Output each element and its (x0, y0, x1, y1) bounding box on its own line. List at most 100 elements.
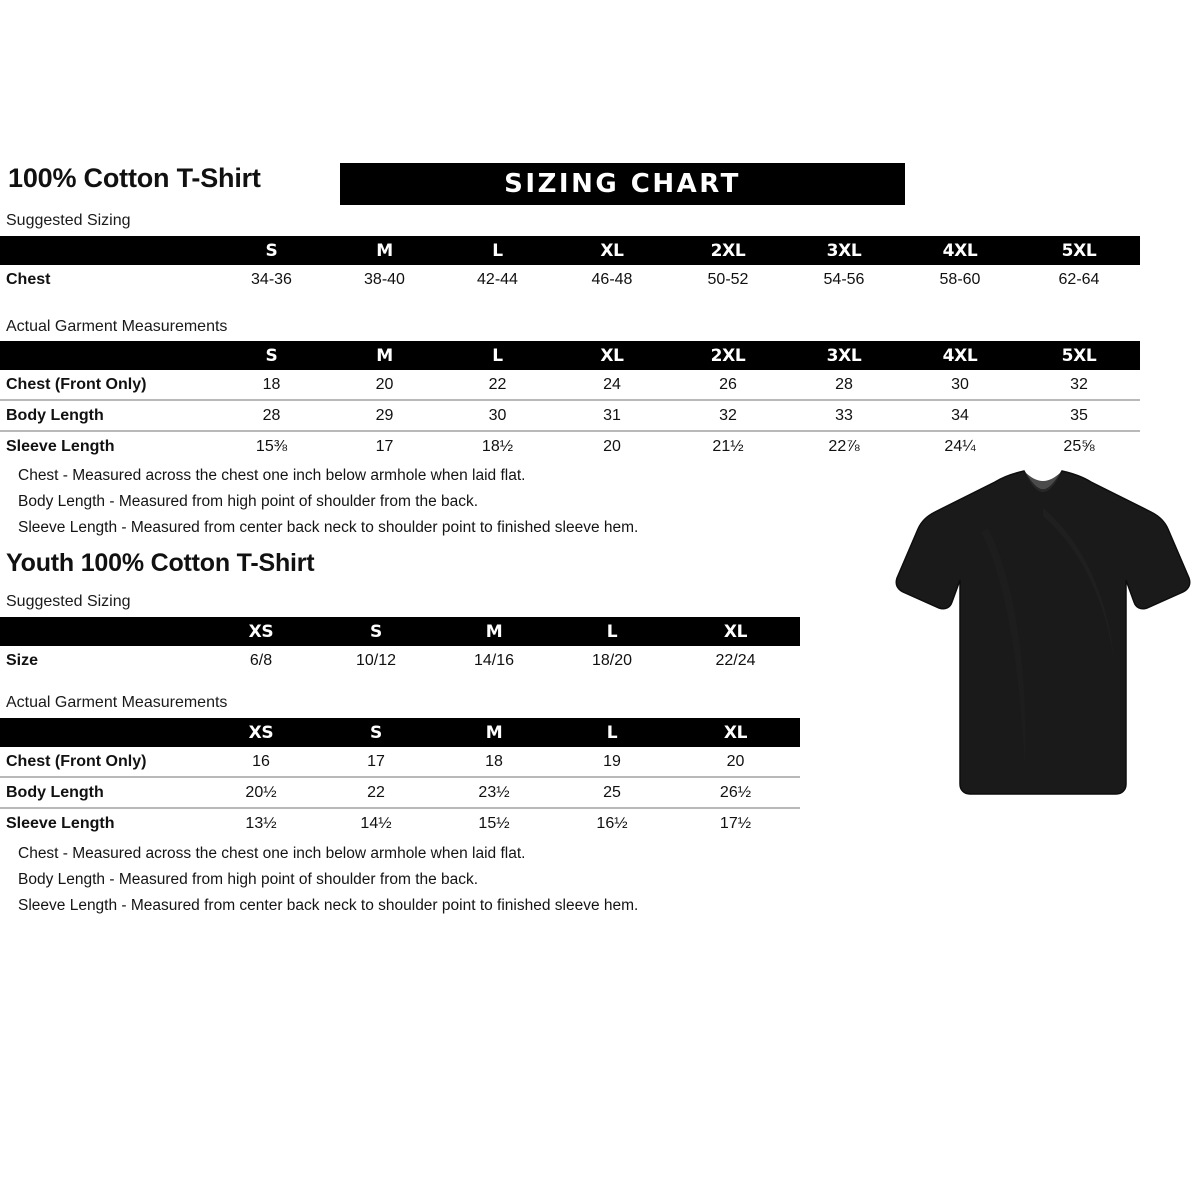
column-header-3xl: 3XL (786, 341, 902, 370)
cell-sleevelength-3xl: 22⅞ (828, 437, 860, 455)
cell-bodylength-l: 25 (553, 777, 671, 809)
row-label-chest: Chest (6, 270, 51, 288)
column-header-s: S (215, 236, 328, 265)
cell-chestfront-xl: 20 (671, 747, 800, 778)
youth-section-title: Youth 100% Cotton T-Shirt (6, 549, 315, 577)
youth-actual-measurements-label: Actual Garment Measurements (6, 694, 228, 711)
cell-sleevelength-s: 15⅜ (255, 437, 288, 455)
row-label-sleeve-length: Sleeve Length (6, 814, 115, 832)
cell-chestfront-s: 17 (317, 747, 435, 778)
column-header-rowlabel (0, 617, 205, 646)
column-header-s: S (215, 341, 328, 370)
cell-chest-5xl: 62-64 (1058, 270, 1100, 288)
cell-bodylength-xl: 26½ (671, 777, 800, 809)
column-header-4xl: 4XL (902, 236, 1018, 265)
table-header-row: XS S M L XL (0, 718, 800, 747)
column-header-xl: XL (554, 341, 670, 370)
cell-sleevelength-m: 17 (375, 437, 394, 455)
cell-chest-3xl: 54-56 (823, 270, 865, 288)
column-header-rowlabel (0, 718, 205, 747)
cell-size-xl: 22/24 (715, 651, 756, 669)
row-label-body-length: Body Length (0, 777, 205, 809)
cell-chestfront-m: 18 (435, 747, 553, 778)
cell-bodylength-4xl: 34 (902, 400, 1018, 432)
cell-bodylength-5xl: 35 (1018, 400, 1140, 432)
cell-chestfront-m: 20 (328, 370, 441, 401)
cell-sleevelength-xl: 20 (603, 437, 621, 455)
column-header-m: M (328, 341, 441, 370)
cell-chestfront-3xl: 28 (786, 370, 902, 401)
cell-size-m: 14/16 (473, 651, 515, 669)
cell-bodylength-xs: 20½ (205, 777, 317, 809)
sizing-chart-banner: SIZING CHART (340, 163, 905, 205)
adult-actual-measurements-table: S M L XL 2XL 3XL 4XL 5XL Chest (Front On… (0, 341, 1140, 461)
cell-chestfront-xs: 16 (205, 747, 317, 778)
cell-chest-xl: 46-48 (591, 270, 633, 288)
cell-chestfront-l: 22 (441, 370, 554, 401)
note-body-length: Body Length - Measured from high point o… (18, 493, 479, 510)
cell-chestfront-s: 18 (215, 370, 328, 401)
column-header-xs: XS (205, 718, 317, 747)
table-row: Sleeve Length 15⅜ 17 18½ 20 21½ 22⅞ 24¼ … (0, 431, 1140, 461)
cell-sleevelength-4xl: 24¼ (944, 437, 976, 455)
youth-suggested-sizing-label: Suggested Sizing (6, 593, 131, 610)
note-chest: Chest - Measured across the chest one in… (18, 845, 526, 862)
column-header-xl: XL (671, 617, 800, 646)
column-header-4xl: 4XL (902, 341, 1018, 370)
table-row: Body Length 28 29 30 31 32 33 34 35 (0, 400, 1140, 432)
table-header-row: S M L XL 2XL 3XL 4XL 5XL (0, 341, 1140, 370)
column-header-3xl: 3XL (786, 236, 902, 265)
column-header-5xl: 5XL (1018, 341, 1140, 370)
column-header-l: L (441, 236, 554, 265)
column-header-l: L (441, 341, 554, 370)
cell-sleevelength-s: 14½ (360, 814, 392, 832)
column-header-2xl: 2XL (670, 341, 786, 370)
adult-section-title: 100% Cotton T-Shirt (8, 163, 261, 193)
cell-bodylength-xl: 31 (554, 400, 670, 432)
cell-sleevelength-xl: 17½ (719, 814, 752, 832)
table-row: Chest (Front Only) 16 17 18 19 20 (0, 747, 800, 778)
cell-sleevelength-5xl: 25⅝ (1063, 437, 1095, 455)
youth-suggested-sizing-table: XS S M L XL Size 6/8 10/12 14/16 18/20 2… (0, 617, 800, 675)
table-row: Chest (Front Only) 18 20 22 24 26 28 30 … (0, 370, 1140, 401)
cell-sleevelength-l: 16½ (596, 814, 628, 832)
cell-bodylength-s: 22 (317, 777, 435, 809)
table-row: Body Length 20½ 22 23½ 25 26½ (0, 777, 800, 809)
cell-chestfront-l: 19 (553, 747, 671, 778)
column-header-xl: XL (671, 718, 800, 747)
cell-chest-l: 42-44 (477, 270, 518, 288)
column-header-l: L (553, 718, 671, 747)
cell-bodylength-3xl: 33 (786, 400, 902, 432)
cell-size-s: 10/12 (355, 651, 397, 669)
cell-chest-m: 38-40 (364, 270, 405, 288)
table-row: Chest 34-36 38-40 42-44 46-48 50-52 54-5… (0, 265, 1140, 294)
column-header-m: M (435, 617, 553, 646)
column-header-2xl: 2XL (670, 236, 786, 265)
adult-header-row: 100% Cotton T-Shirt SIZING CHART (0, 163, 1200, 211)
cell-bodylength-2xl: 32 (670, 400, 786, 432)
column-header-m: M (435, 718, 553, 747)
cell-sleevelength-l: 18½ (481, 437, 514, 455)
column-header-rowlabel (0, 341, 215, 370)
cell-chestfront-5xl: 32 (1018, 370, 1140, 401)
sizing-chart-banner-label: SIZING CHART (504, 169, 741, 199)
cell-sleevelength-2xl: 21½ (712, 437, 744, 455)
column-header-rowlabel (0, 236, 215, 265)
cell-chest-4xl: 58-60 (939, 270, 981, 288)
cell-sleevelength-xs: 13½ (245, 814, 277, 832)
table-row: Sleeve Length 13½ 14½ 15½ 16½ 17½ (0, 808, 800, 838)
row-label-chest-front-only: Chest (Front Only) (0, 747, 205, 778)
row-label-chest-front-only: Chest (Front Only) (0, 370, 215, 401)
youth-actual-measurements-table: XS S M L XL Chest (Front Only) 16 17 18 … (0, 718, 800, 838)
cell-bodylength-m: 23½ (435, 777, 553, 809)
cell-chestfront-xl: 24 (554, 370, 670, 401)
cell-chestfront-4xl: 30 (902, 370, 1018, 401)
column-header-5xl: 5XL (1018, 236, 1140, 265)
cell-chestfront-2xl: 26 (670, 370, 786, 401)
cell-size-xs: 6/8 (249, 651, 273, 669)
tshirt-icon (895, 470, 1191, 795)
note-body-length: Body Length - Measured from high point o… (18, 871, 479, 888)
black-tshirt-photo (893, 468, 1193, 798)
column-header-xs: XS (205, 617, 317, 646)
